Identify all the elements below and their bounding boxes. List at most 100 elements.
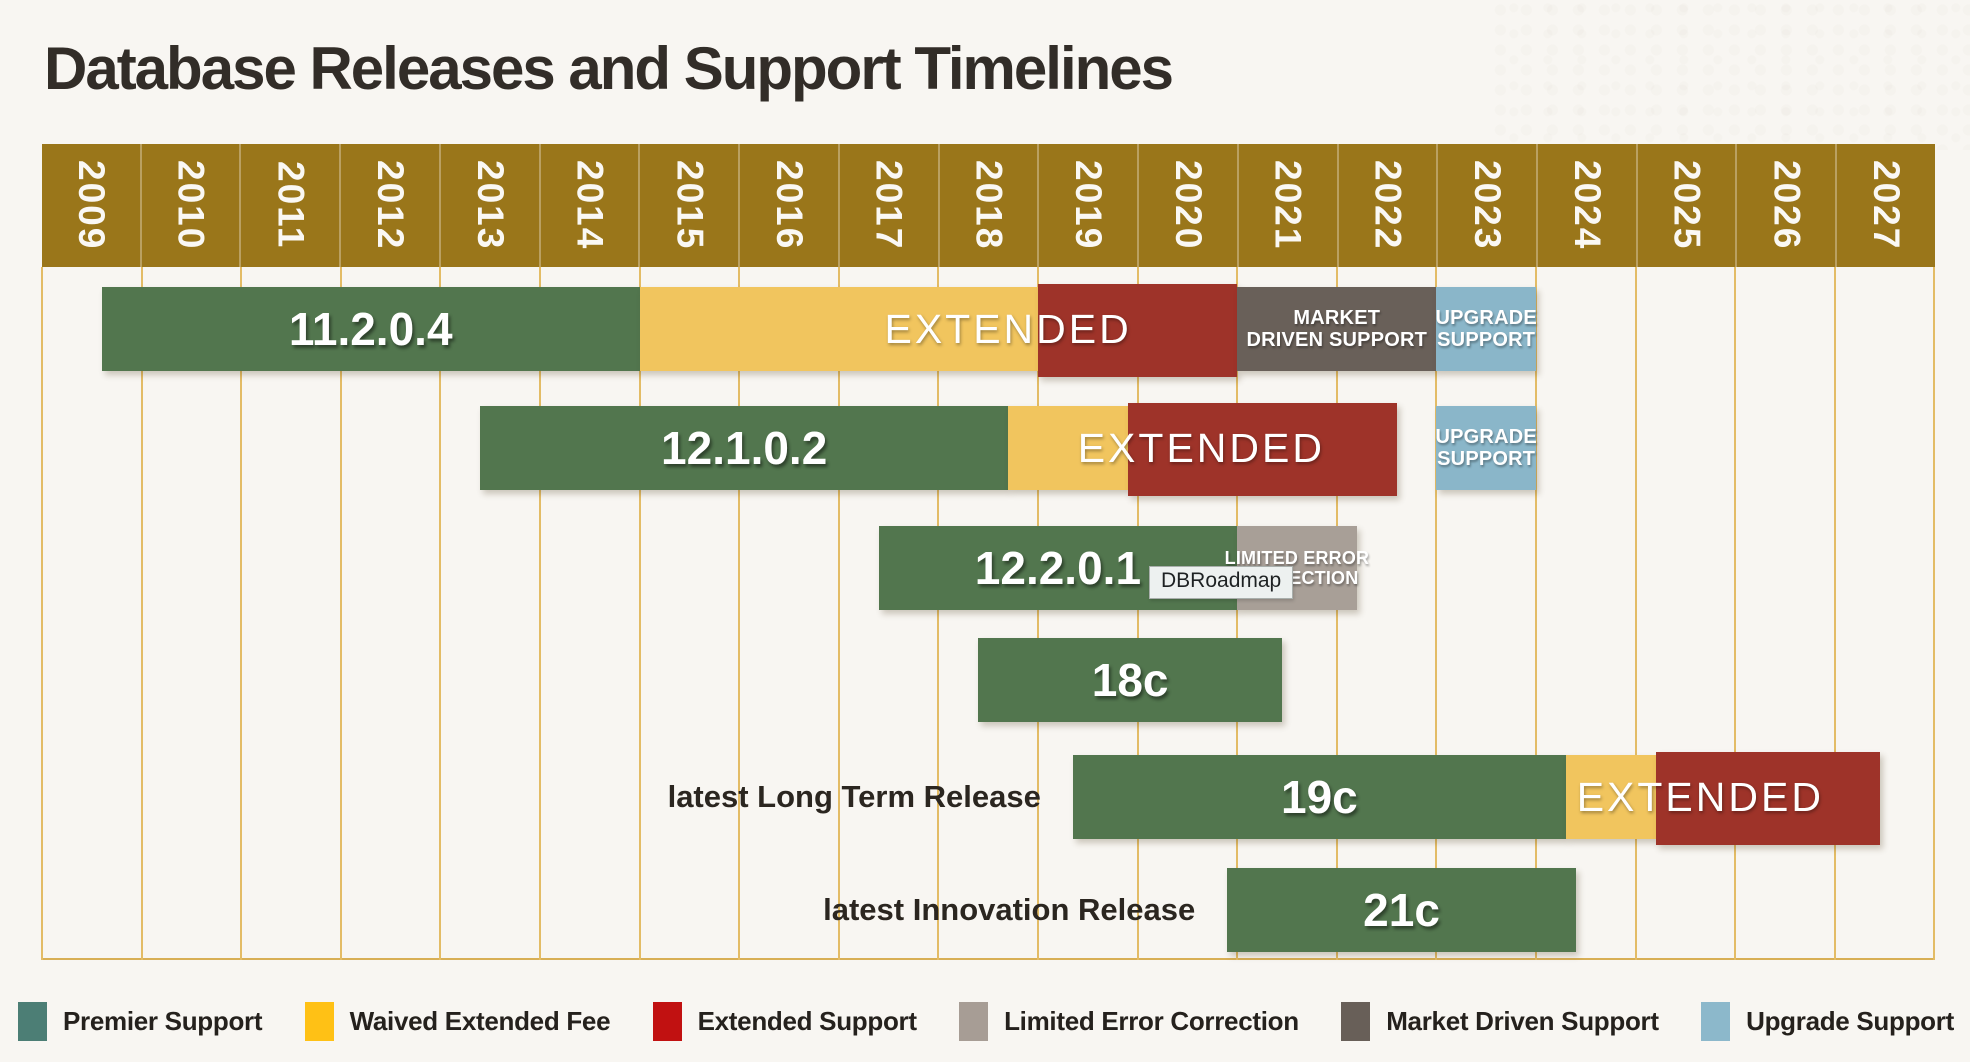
background-watermark-texture <box>1490 0 1970 150</box>
gridline <box>1734 267 1736 960</box>
extended-label: EXTENDED <box>1576 773 1824 820</box>
year-label: 2019 <box>1068 160 1110 251</box>
bar-19c-waived-support[interactable] <box>1565 755 1656 839</box>
legend-swatch-limited <box>959 1001 989 1041</box>
year-label: 2024 <box>1566 160 1608 251</box>
bar-12.1.0.2-extended-support[interactable] <box>1127 403 1397 496</box>
bar-11.2.0.4-upgrade-support[interactable]: UPGRADE SUPPORT <box>1435 287 1537 371</box>
segment-text: SUPPORT <box>1437 329 1536 351</box>
year-label: 2023 <box>1467 160 1509 251</box>
legend-label: Extended Support <box>697 1005 917 1036</box>
segment-text: SUPPORT <box>1437 448 1536 470</box>
gridline <box>41 267 43 960</box>
gridline <box>1834 267 1836 960</box>
bar-label-11.2.0.4: 11.2.0.4 <box>288 303 453 355</box>
gridline <box>439 267 441 960</box>
year-cell-2025: 2025 <box>1635 144 1736 267</box>
gridline <box>539 267 541 960</box>
year-label: 2014 <box>569 160 611 251</box>
gridline <box>1535 267 1537 960</box>
row-caption-19c: latest Long Term Release <box>667 779 1041 814</box>
year-cell-2009: 2009 <box>42 144 140 267</box>
segment-text: LIMITED ERROR <box>1224 547 1370 568</box>
year-cell-2024: 2024 <box>1536 144 1636 267</box>
year-label: 2018 <box>968 160 1010 251</box>
segment-text: UPGRADE <box>1435 306 1537 329</box>
legend-label: Waived Extended Fee <box>349 1005 611 1036</box>
bar-label-19c: 19c <box>1280 771 1358 823</box>
gridline <box>937 267 939 960</box>
gridline <box>340 267 342 960</box>
legend-item-upgrade: Upgrade Support <box>1701 1001 1954 1041</box>
segment-text: DRIVEN SUPPORT <box>1246 329 1428 351</box>
bar-12.1.0.2-upgrade-support[interactable]: UPGRADE SUPPORT <box>1435 406 1537 490</box>
legend-item-waived: Waived Extended Fee <box>304 1001 611 1041</box>
year-cell-2014: 2014 <box>538 144 639 267</box>
bar-label-12.2.0.1: 12.2.0.1 <box>974 542 1142 594</box>
segment-text: MARKET <box>1293 306 1381 329</box>
year-cell-2012: 2012 <box>339 144 439 267</box>
legend-item-premier: Premier Support <box>18 1001 263 1041</box>
bar-19c-extended-support[interactable] <box>1655 752 1880 845</box>
year-cell-2020: 2020 <box>1137 144 1237 267</box>
legend-label: Premier Support <box>63 1005 263 1036</box>
year-label: 2015 <box>669 160 711 251</box>
year-cell-2013: 2013 <box>438 144 539 267</box>
gridline <box>240 267 242 960</box>
year-cell-2015: 2015 <box>638 144 738 267</box>
legend-swatch-market <box>1341 1001 1371 1041</box>
legend-swatch-upgrade <box>1701 1001 1731 1041</box>
year-cell-2010: 2010 <box>139 144 240 267</box>
year-header-row: 2009 2010 2011 2012 2013 2014 2015 2016 2017 2018… <box>42 144 1935 267</box>
bar-12.1.0.2-waived-support[interactable] <box>1008 406 1128 490</box>
year-cell-2018: 2018 <box>937 144 1038 267</box>
bar-21c-premier-support[interactable] <box>1227 868 1576 952</box>
year-cell-2023: 2023 <box>1436 144 1536 267</box>
year-label: 2021 <box>1267 160 1309 251</box>
year-cell-2016: 2016 <box>738 144 838 267</box>
bar-label-12.1.0.2: 12.1.0.2 <box>661 422 828 474</box>
legend-swatch-waived <box>304 1001 334 1041</box>
year-label: 2026 <box>1766 160 1808 251</box>
year-label: 2012 <box>370 160 412 251</box>
legend-label: Limited Error Correction <box>1004 1005 1299 1036</box>
year-label: 2010 <box>170 160 212 251</box>
bar-11.2.0.4-market-support[interactable]: MARKET DRIVEN SUPPORT <box>1237 287 1437 371</box>
gridline <box>738 267 740 960</box>
bar-19c-premier-support[interactable] <box>1072 755 1566 839</box>
extended-label: EXTENDED <box>884 305 1132 352</box>
bar-label-18c: 18c <box>1091 654 1169 706</box>
legend-label: Market Driven Support <box>1386 1005 1659 1036</box>
year-label: 2011 <box>270 161 312 250</box>
year-label: 2025 <box>1666 160 1708 251</box>
year-label: 2027 <box>1866 160 1908 251</box>
gridline <box>1236 267 1238 960</box>
year-cell-2026: 2026 <box>1735 144 1835 267</box>
year-label: 2022 <box>1367 160 1409 251</box>
bar-12.1.0.2-premier-support[interactable] <box>480 406 1009 490</box>
bar-11.2.0.4-premier-support[interactable] <box>101 287 640 371</box>
legend-label: Upgrade Support <box>1746 1005 1954 1036</box>
year-label: 2017 <box>868 160 910 251</box>
legend-item-limited: Limited Error Correction <box>959 1001 1299 1041</box>
dbroadmap-tooltip: DBRoadmap <box>1149 566 1294 599</box>
gridline <box>1435 267 1437 960</box>
year-cell-2017: 2017 <box>837 144 938 267</box>
bar-11.2.0.4-extended-support[interactable] <box>1038 284 1238 377</box>
gridline <box>141 267 143 960</box>
year-cell-2027: 2027 <box>1835 144 1935 267</box>
year-cell-2022: 2022 <box>1336 144 1437 267</box>
gridline <box>838 267 840 960</box>
bar-label-21c: 21c <box>1363 884 1440 936</box>
year-label: 2016 <box>769 160 810 251</box>
page-title: Database Releases and Support Timelines <box>44 35 1174 103</box>
bar-18c-premier-support[interactable] <box>978 638 1282 722</box>
year-cell-2011: 2011 <box>239 144 339 267</box>
gridline <box>1137 267 1139 960</box>
legend: Premier Support Waived Extended Fee Extend… <box>18 996 1954 1046</box>
gridline <box>1336 267 1338 960</box>
year-label: 2013 <box>469 160 511 251</box>
gridline <box>1635 267 1637 960</box>
bar-11.2.0.4-waived-support[interactable] <box>639 287 1038 371</box>
